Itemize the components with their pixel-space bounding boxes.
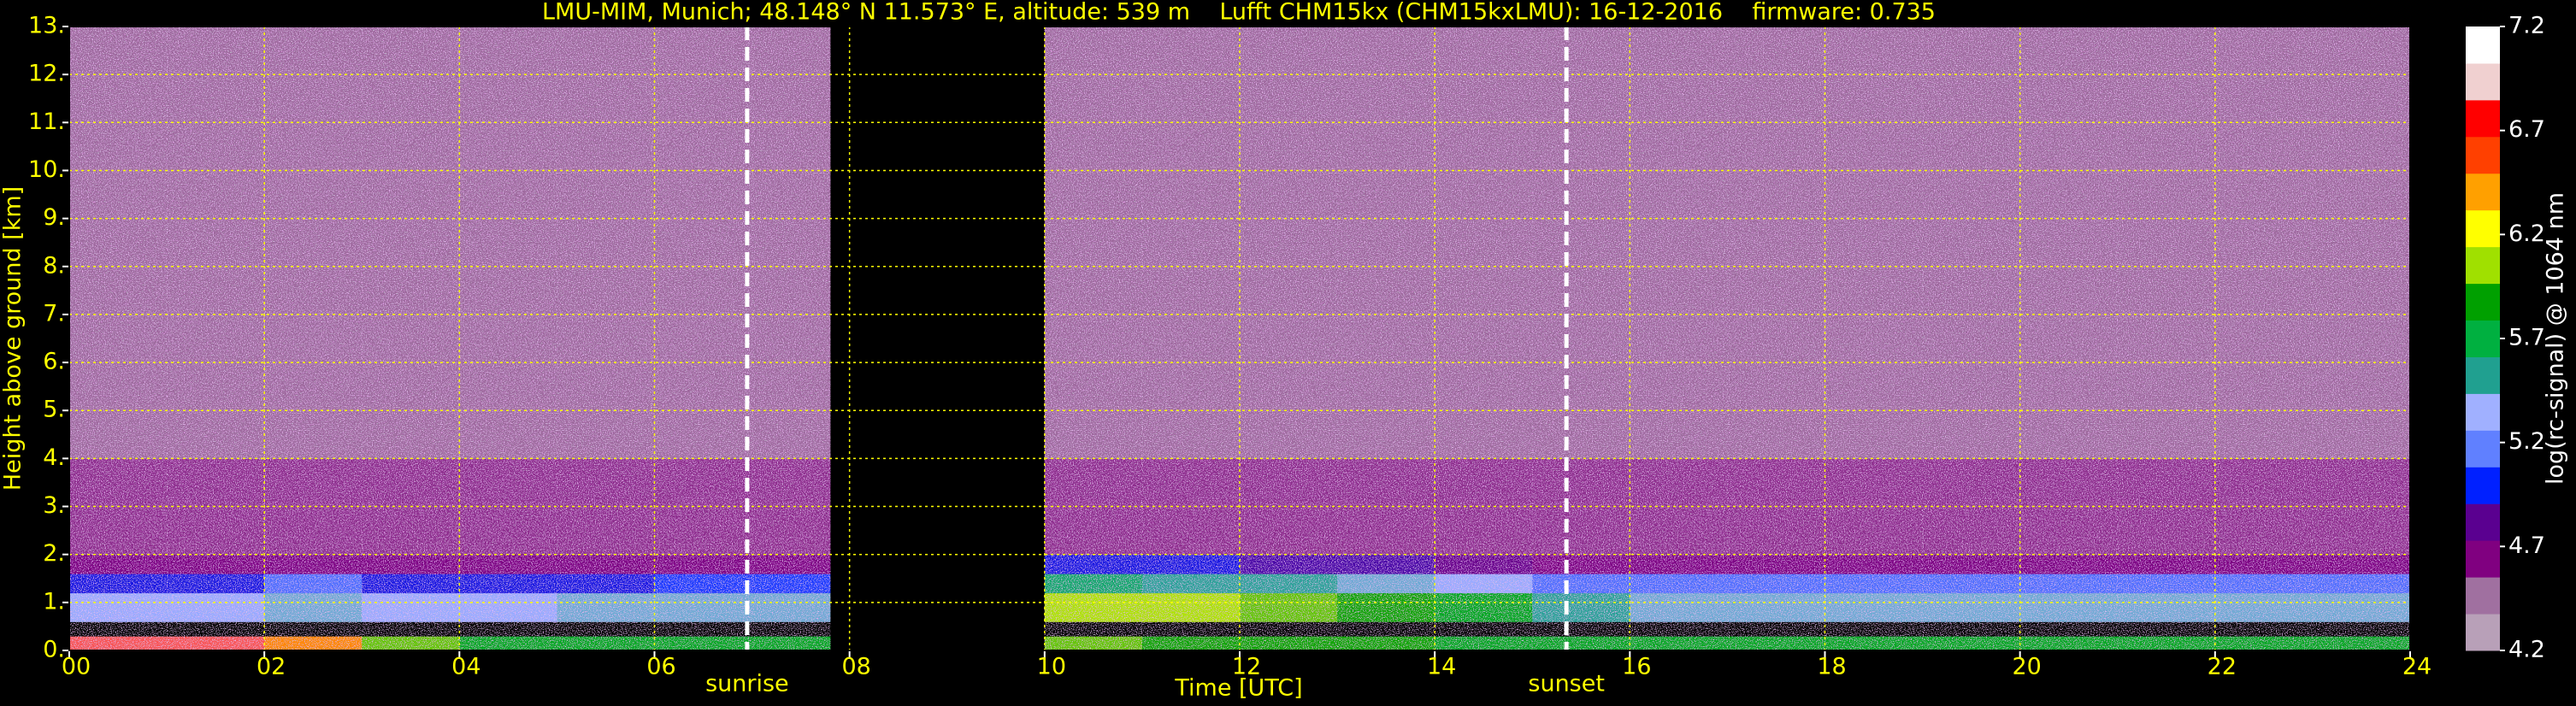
- colorbar-tick-label: 7.2: [2508, 13, 2545, 39]
- colorbar-segment: [2466, 577, 2500, 615]
- colorbar-segment: [2466, 393, 2500, 431]
- colorbar-tick-label: 4.7: [2508, 532, 2545, 559]
- signal-noise: [557, 26, 655, 650]
- colorbar-segment: [2466, 356, 2500, 394]
- signal-noise: [1044, 26, 1143, 650]
- plot-frame: [68, 26, 2411, 651]
- signal-noise: [2117, 26, 2216, 650]
- x-tick-label: 20: [2012, 654, 2041, 680]
- signal-noise: [1337, 26, 1435, 650]
- y-tick-label: 8.: [43, 252, 65, 279]
- y-tick-label: 4.: [43, 444, 65, 471]
- colorbar-segment: [2466, 246, 2500, 285]
- y-tick-label: 12.: [28, 61, 65, 87]
- signal-noise: [264, 26, 363, 650]
- colorbar-tick-label: 4.2: [2508, 637, 2545, 663]
- signal-noise: [1824, 26, 1924, 650]
- y-tick-label: 9.: [43, 204, 65, 231]
- colorbar-segment: [2466, 26, 2500, 64]
- colorbar-segment: [2466, 320, 2500, 357]
- x-tick-label: 12: [1232, 654, 1261, 680]
- y-axis-label: Height above ground [km]: [0, 186, 27, 491]
- colorbar-segment: [2466, 430, 2500, 468]
- colorbar-tick-label: 6.2: [2508, 221, 2545, 247]
- signal-noise: [1922, 26, 2021, 650]
- signal-noise: [2214, 26, 2314, 650]
- signal-noise: [2312, 26, 2411, 650]
- x-tick-label: 10: [1037, 654, 1066, 680]
- signal-noise: [1532, 26, 1630, 650]
- signal-noise: [459, 26, 557, 650]
- x-tick-label: 02: [256, 654, 286, 680]
- y-tick-label: 1.: [43, 588, 65, 615]
- colorbar-tick-label: 6.7: [2508, 116, 2545, 143]
- chart-title: LMU-MIM, Munich; 48.148° N 11.573° E, al…: [542, 0, 1936, 26]
- colorbar-segment: [2466, 467, 2500, 504]
- y-tick-label: 7.: [43, 300, 65, 327]
- annotation-label: sunset: [1528, 671, 1605, 697]
- colorbar-segment: [2466, 540, 2500, 578]
- x-axis-label: Time [UTC]: [1174, 675, 1302, 702]
- colorbar-segment: [2466, 283, 2500, 321]
- y-tick-label: 0.: [43, 637, 65, 663]
- x-tick-label: 00: [62, 654, 91, 680]
- colorbar-segment: [2466, 136, 2500, 174]
- signal-noise: [654, 26, 753, 650]
- signal-noise: [1240, 26, 1338, 650]
- x-tick-label: 08: [841, 654, 870, 680]
- colorbar-segment: [2466, 173, 2500, 211]
- x-tick-label: 18: [1817, 654, 1846, 680]
- signal-noise: [2019, 26, 2119, 650]
- x-tick-label: 22: [2208, 654, 2237, 680]
- y-tick-label: 10.: [28, 156, 65, 183]
- colorbar-label: log(rc-signal) @ 1064 nm: [2543, 192, 2569, 485]
- colorbar-segment: [2466, 99, 2500, 138]
- x-tick-label: 24: [2402, 654, 2432, 680]
- x-tick-label: 14: [1427, 654, 1456, 680]
- y-tick-label: 11.: [28, 109, 65, 135]
- signal-noise: [167, 26, 265, 650]
- x-tick-label: 16: [1622, 654, 1651, 680]
- x-tick-label: 06: [646, 654, 675, 680]
- colorbar-segment: [2466, 503, 2500, 541]
- y-tick-label: 5.: [43, 397, 65, 423]
- colorbar-segment: [2466, 209, 2500, 248]
- signal-noise: [69, 26, 168, 650]
- signal-noise: [752, 26, 831, 650]
- annotation-label: sunrise: [705, 671, 789, 697]
- y-tick-label: 6.: [43, 349, 65, 375]
- signal-noise: [1141, 26, 1241, 650]
- colorbar-segment: [2466, 614, 2500, 651]
- y-tick-label: 2.: [43, 540, 65, 567]
- signal-noise: [362, 26, 460, 650]
- signal-noise: [1435, 26, 1533, 650]
- y-tick-label: 3.: [43, 492, 65, 519]
- x-tick-label: 04: [451, 654, 480, 680]
- colorbar-segment: [2466, 62, 2500, 101]
- colorbar-tick-label: 5.7: [2508, 325, 2545, 351]
- colorbar-tick-label: 5.2: [2508, 428, 2545, 455]
- signal-noise: [1727, 26, 1825, 650]
- signal-noise: [1630, 26, 1728, 650]
- y-tick-label: 13.: [28, 13, 65, 39]
